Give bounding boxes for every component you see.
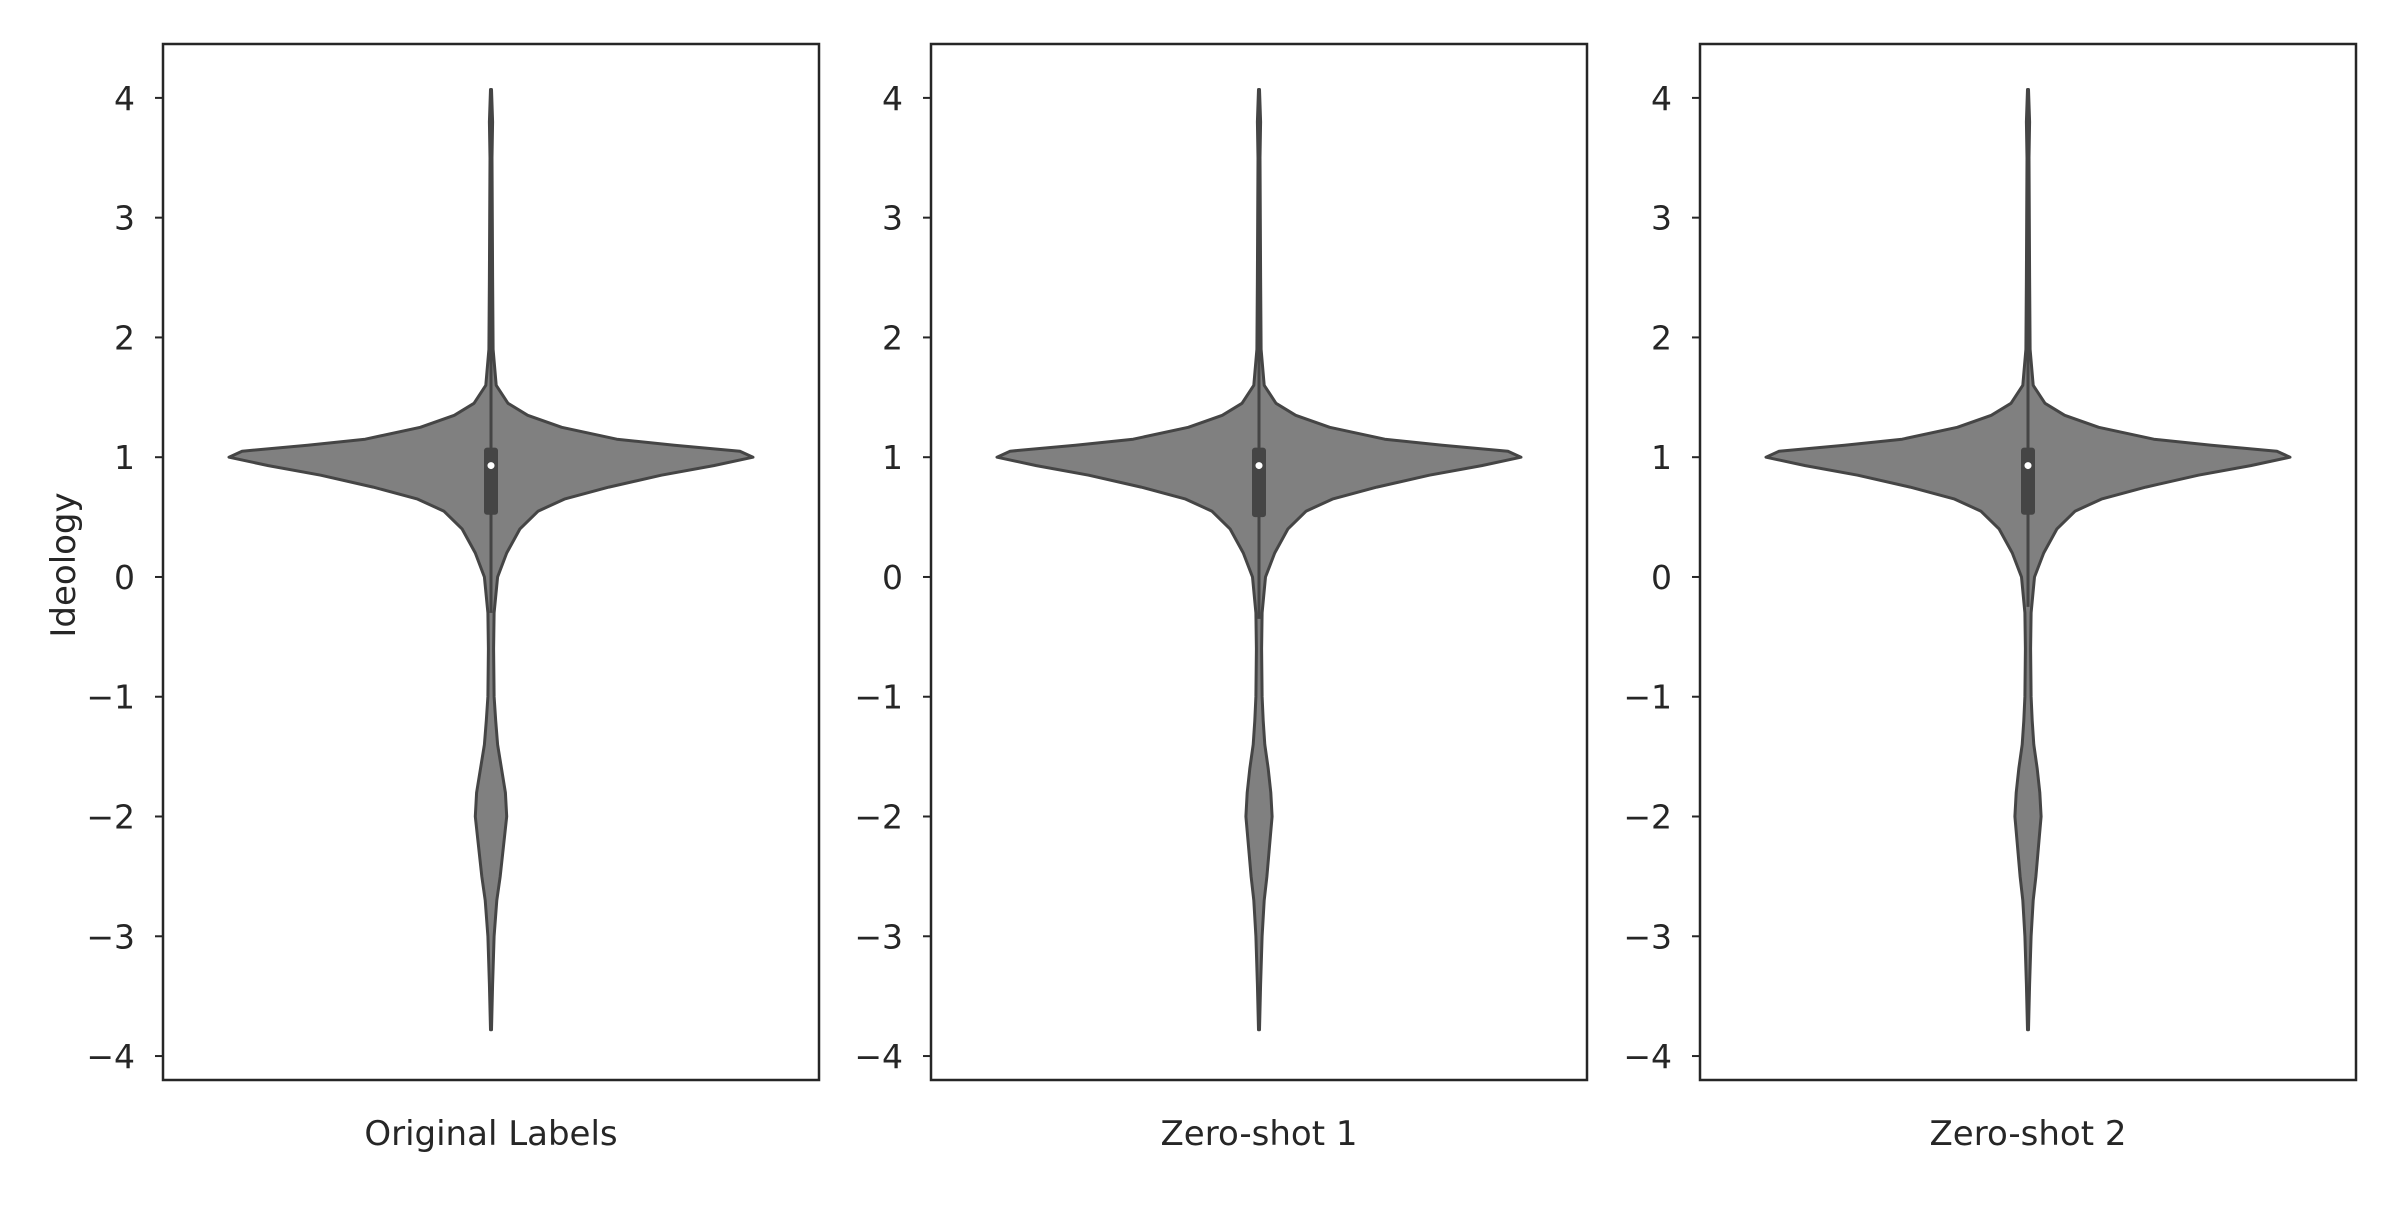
y-tick-label: 4 [882,79,903,118]
axes-frame [161,42,821,1082]
violin-median-marker [2024,462,2032,470]
y-tick-label: −1 [86,678,135,717]
y-tick-label: −2 [854,798,903,837]
y-tick-label: 1 [882,438,903,477]
y-tick-label: −3 [854,917,903,956]
y-tick-label: −4 [1623,1037,1672,1076]
y-tick-label: 3 [114,199,135,238]
y-tick-label: 4 [114,79,135,118]
y-tick-label: 0 [1651,558,1672,597]
y-tick-label: 3 [882,199,903,238]
y-tick-label: 0 [882,558,903,597]
violin-median-marker [1255,462,1263,470]
y-tick-label: −2 [1623,798,1672,837]
y-tick-label: −3 [1623,917,1672,956]
violin-iqr-box [1252,447,1266,518]
y-tick-label: −4 [854,1037,903,1076]
y-tick-label: 2 [882,318,903,357]
y-tick-label: −1 [1623,678,1672,717]
violin-iqr-box [2021,447,2035,515]
y-tick-label: 3 [1651,199,1672,238]
y-axis-label: Ideology [44,492,84,637]
violin-panel-1: 4 3 2 1 0 −1 −2 −3 −4 Original Labels [86,42,821,1154]
x-axis-label: Original Labels [364,1114,617,1154]
y-tick-label: 2 [114,318,135,357]
y-tick-label: −2 [86,798,135,837]
axes-frame [1698,42,2358,1082]
violin-panel-3: 4 3 2 1 0 −1 −2 −3 −4 Zero-shot 2 [1623,42,2358,1154]
x-axis-label: Zero-shot 1 [1161,1114,1358,1154]
y-tick-label: 0 [114,558,135,597]
y-tick-label: −3 [86,917,135,956]
violin-panel-2: 4 3 2 1 0 −1 −2 −3 −4 Zero-shot 1 [854,42,1589,1154]
y-tick-label: −4 [86,1037,135,1076]
violin-median-marker [487,462,495,470]
violin-iqr-box [484,447,498,515]
axes-frame [929,42,1589,1082]
y-tick-label: 1 [1651,438,1672,477]
x-axis-label: Zero-shot 2 [1930,1114,2127,1154]
y-tick-label: 1 [114,438,135,477]
y-tick-label: 4 [1651,79,1672,118]
y-tick-label: −1 [854,678,903,717]
y-tick-label: 2 [1651,318,1672,357]
